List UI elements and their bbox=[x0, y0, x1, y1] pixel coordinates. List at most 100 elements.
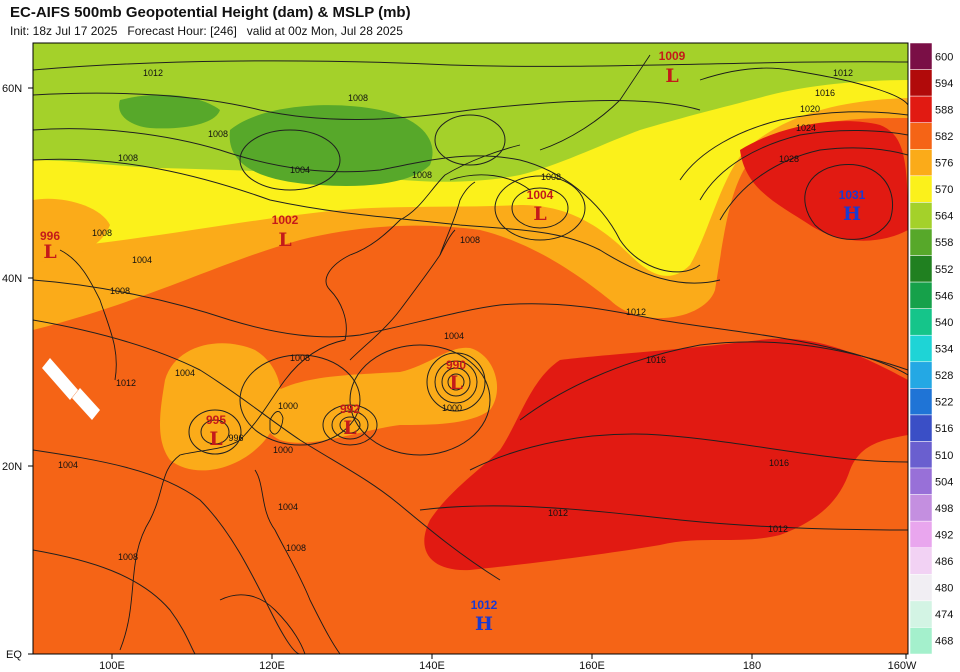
colorbar-swatch bbox=[909, 202, 933, 230]
isobar-label: 1008 bbox=[92, 228, 112, 238]
isobar-label: 1024 bbox=[796, 123, 816, 133]
isobar-label: 1012 bbox=[768, 524, 788, 534]
isobar-label: 1004 bbox=[290, 165, 310, 175]
lon-label: 180 bbox=[743, 660, 761, 672]
colorbar-swatch bbox=[909, 388, 933, 416]
colorbar: 600 594 588 582 576 570 564 558 552 546 540 534 528 5… bbox=[909, 42, 953, 655]
colorbar-label: 576 bbox=[935, 158, 953, 170]
colorbar-swatch bbox=[909, 520, 933, 548]
map-title: EC-AIFS 500mb Geopotential Height (dam) … bbox=[10, 4, 411, 21]
isobar-label: 1016 bbox=[646, 355, 666, 365]
isobar-label: 1008 bbox=[412, 170, 432, 180]
colorbar-label: 534 bbox=[935, 344, 953, 356]
isobar-label: 1000 bbox=[278, 401, 298, 411]
colorbar-label: 588 bbox=[935, 104, 953, 116]
colorbar-label: 540 bbox=[935, 317, 953, 329]
center-value: 990 bbox=[446, 358, 466, 372]
coastlines bbox=[59, 54, 908, 654]
isobar-label: 1008 bbox=[286, 543, 306, 553]
kamchatka-coast bbox=[539, 54, 651, 151]
colorbar-swatch bbox=[909, 467, 933, 495]
japan-north-coast bbox=[439, 181, 476, 256]
isobar-label: 1012 bbox=[143, 68, 163, 78]
colorbar-swatch bbox=[909, 308, 933, 336]
low-center: 1009 L bbox=[659, 49, 686, 87]
isobar-label: 1012 bbox=[548, 508, 568, 518]
center-letter: L bbox=[209, 428, 222, 450]
fill-588 bbox=[424, 338, 908, 571]
colorbar-swatch bbox=[909, 255, 933, 283]
center-value: 1002 bbox=[272, 213, 299, 227]
isobar-label: 1016 bbox=[815, 88, 835, 98]
lat-label: 40N bbox=[2, 273, 22, 285]
colorbar-label: 504 bbox=[935, 476, 953, 488]
isobar-label: 1020 bbox=[800, 104, 820, 114]
isobar-label: 1004 bbox=[278, 502, 298, 512]
low-center: 1004 L bbox=[527, 188, 554, 225]
isobar-label: 1000 bbox=[442, 403, 462, 413]
isobar-label: 1000 bbox=[273, 445, 293, 455]
lon-label: 160E bbox=[579, 660, 605, 672]
colorbar-label: 522 bbox=[935, 397, 953, 409]
center-letter: H bbox=[843, 203, 861, 225]
center-letter: L bbox=[43, 241, 56, 263]
lon-label: 120E bbox=[259, 660, 285, 672]
high-center: 1012 H bbox=[471, 598, 498, 635]
low-center: 992 L bbox=[340, 402, 360, 439]
colorbar-swatch bbox=[909, 600, 933, 628]
lon-label: 140E bbox=[419, 660, 445, 672]
colorbar-swatch bbox=[909, 122, 933, 150]
height-field bbox=[33, 43, 908, 654]
colorbar-label: 528 bbox=[935, 370, 953, 382]
isobar-label: 1012 bbox=[116, 378, 136, 388]
colorbar-swatch bbox=[909, 627, 933, 655]
high-center: 1031 H bbox=[839, 188, 866, 225]
colorbar-swatch bbox=[909, 414, 933, 442]
fill-558-b bbox=[119, 94, 220, 129]
isobar-label: 1008 bbox=[541, 172, 561, 182]
center-letter: L bbox=[449, 372, 462, 394]
taiwan-coast bbox=[269, 411, 284, 435]
colorbar-label: 474 bbox=[935, 609, 953, 621]
center-value: 1031 bbox=[839, 188, 866, 202]
lat-axis: 60N 40N 20N EQ bbox=[2, 83, 33, 661]
center-value: 995 bbox=[206, 413, 226, 427]
lon-label: 100E bbox=[99, 660, 125, 672]
isobar-label: 1008 bbox=[118, 153, 138, 163]
colorbar-swatch bbox=[909, 441, 933, 469]
isobar-label: 1028 bbox=[779, 154, 799, 164]
colorbar-label: 594 bbox=[935, 78, 953, 90]
colorbar-label: 480 bbox=[935, 583, 953, 595]
low-center: 1002 L bbox=[272, 213, 299, 251]
isobar-label: 996 bbox=[228, 433, 243, 443]
colorbar-swatch bbox=[909, 574, 933, 602]
colorbar-label: 558 bbox=[935, 237, 953, 249]
colorbar-swatch bbox=[909, 228, 933, 256]
center-letter: L bbox=[665, 65, 678, 87]
center-value: 992 bbox=[340, 402, 360, 416]
isobar-labels: 1012 1008 1008 1008 1004 1008 1016 1020 … bbox=[58, 68, 853, 562]
low-center: 990 L bbox=[446, 358, 466, 394]
colorbar-label: 486 bbox=[935, 556, 953, 568]
center-letter: H bbox=[475, 613, 493, 635]
lat-label: 20N bbox=[2, 461, 22, 473]
colorbar-swatch bbox=[909, 494, 933, 522]
pressure-centers: 1009 L 1004 L 1002 L 996 L 990 L 992 L 9… bbox=[40, 49, 866, 635]
lon-axis: 100E 120E 140E 160E 180 160W bbox=[99, 654, 917, 672]
center-value: 1009 bbox=[659, 49, 686, 63]
asia-coast bbox=[119, 144, 521, 651]
colorbar-swatch bbox=[909, 281, 933, 309]
colorbar-label: 510 bbox=[935, 450, 953, 462]
lat-label: EQ bbox=[6, 649, 22, 661]
isobar-label: 1012 bbox=[833, 68, 853, 78]
mainland-border bbox=[59, 249, 117, 381]
map-subtitle: Init: 18z Jul 17 2025 Forecast Hour: [24… bbox=[10, 24, 403, 38]
colorbar-label: 600 bbox=[935, 51, 953, 63]
center-letter: L bbox=[343, 417, 356, 439]
colorbar-swatch bbox=[909, 175, 933, 203]
colorbar-label: 516 bbox=[935, 423, 953, 435]
fill-582-west bbox=[33, 198, 110, 262]
low-center: 995 L bbox=[206, 413, 226, 450]
map-frame bbox=[32, 42, 909, 655]
